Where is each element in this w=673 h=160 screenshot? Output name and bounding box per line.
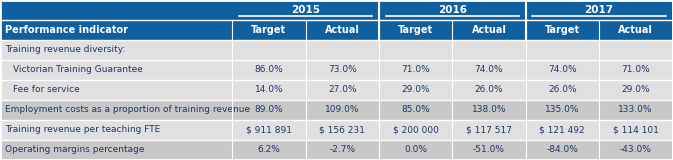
Bar xyxy=(232,40,306,60)
Bar xyxy=(526,100,599,120)
Bar xyxy=(526,60,599,80)
Bar xyxy=(526,140,599,160)
Bar xyxy=(452,20,526,40)
Bar xyxy=(379,140,452,160)
Text: $ 200 000: $ 200 000 xyxy=(392,125,439,135)
Text: Target: Target xyxy=(398,25,433,35)
Bar xyxy=(232,20,306,40)
Text: 14.0%: 14.0% xyxy=(254,85,283,95)
Text: 26.0%: 26.0% xyxy=(548,85,577,95)
Text: 2017: 2017 xyxy=(584,5,614,15)
Text: Performance indicator: Performance indicator xyxy=(5,25,128,35)
Bar xyxy=(306,80,379,100)
Bar xyxy=(599,120,672,140)
Bar xyxy=(526,80,599,100)
Bar xyxy=(0,120,232,140)
Text: Actual: Actual xyxy=(472,25,506,35)
Text: 133.0%: 133.0% xyxy=(618,105,653,115)
Text: Fee for service: Fee for service xyxy=(13,85,80,95)
Text: 74.0%: 74.0% xyxy=(474,65,503,75)
Bar xyxy=(599,80,672,100)
Text: 73.0%: 73.0% xyxy=(328,65,357,75)
Bar xyxy=(599,140,672,160)
Bar xyxy=(232,0,379,20)
Text: 2016: 2016 xyxy=(437,5,467,15)
Text: Operating margins percentage: Operating margins percentage xyxy=(5,145,144,155)
Bar xyxy=(0,60,232,80)
Bar xyxy=(452,100,526,120)
Text: $ 156 231: $ 156 231 xyxy=(319,125,365,135)
Bar xyxy=(526,0,672,20)
Bar xyxy=(526,40,599,60)
Text: 89.0%: 89.0% xyxy=(254,105,283,115)
Text: 74.0%: 74.0% xyxy=(548,65,577,75)
Bar xyxy=(599,100,672,120)
Bar xyxy=(452,120,526,140)
Bar xyxy=(379,0,526,20)
Bar xyxy=(599,60,672,80)
Text: 2015: 2015 xyxy=(291,5,320,15)
Bar xyxy=(306,60,379,80)
Bar xyxy=(232,80,306,100)
Bar xyxy=(0,80,232,100)
Bar xyxy=(232,140,306,160)
Bar xyxy=(452,40,526,60)
Text: -43.0%: -43.0% xyxy=(620,145,651,155)
Bar xyxy=(0,140,232,160)
Text: 26.0%: 26.0% xyxy=(474,85,503,95)
Text: $ 911 891: $ 911 891 xyxy=(246,125,292,135)
Text: -51.0%: -51.0% xyxy=(473,145,505,155)
Bar xyxy=(379,40,452,60)
Bar xyxy=(306,100,379,120)
Text: -84.0%: -84.0% xyxy=(546,145,578,155)
Text: 135.0%: 135.0% xyxy=(545,105,579,115)
Text: 6.2%: 6.2% xyxy=(258,145,280,155)
Bar xyxy=(0,40,232,60)
Text: 27.0%: 27.0% xyxy=(328,85,357,95)
Text: $ 121 492: $ 121 492 xyxy=(540,125,585,135)
Text: $ 117 517: $ 117 517 xyxy=(466,125,512,135)
Bar xyxy=(379,120,452,140)
Text: 29.0%: 29.0% xyxy=(401,85,430,95)
Bar xyxy=(379,80,452,100)
Text: 85.0%: 85.0% xyxy=(401,105,430,115)
Text: 0.0%: 0.0% xyxy=(404,145,427,155)
Bar xyxy=(0,20,232,40)
Text: 71.0%: 71.0% xyxy=(401,65,430,75)
Bar xyxy=(599,40,672,60)
Bar xyxy=(306,120,379,140)
Bar xyxy=(379,20,452,40)
Text: 29.0%: 29.0% xyxy=(621,85,650,95)
Text: 109.0%: 109.0% xyxy=(325,105,359,115)
Bar xyxy=(526,20,599,40)
Bar xyxy=(232,120,306,140)
Text: Target: Target xyxy=(251,25,287,35)
Text: Target: Target xyxy=(544,25,580,35)
Bar xyxy=(306,40,379,60)
Bar xyxy=(526,120,599,140)
Bar xyxy=(452,80,526,100)
Text: Actual: Actual xyxy=(618,25,653,35)
Bar xyxy=(599,20,672,40)
Bar xyxy=(379,60,452,80)
Text: Victorian Training Guarantee: Victorian Training Guarantee xyxy=(13,65,143,75)
Text: Actual: Actual xyxy=(325,25,359,35)
Bar xyxy=(0,0,232,20)
Text: 86.0%: 86.0% xyxy=(254,65,283,75)
Text: Training revenue diversity:: Training revenue diversity: xyxy=(5,45,125,55)
Text: -2.7%: -2.7% xyxy=(329,145,355,155)
Text: Training revenue per teaching FTE: Training revenue per teaching FTE xyxy=(5,125,160,135)
Text: $ 114 101: $ 114 101 xyxy=(612,125,659,135)
Bar xyxy=(232,100,306,120)
Bar xyxy=(306,140,379,160)
Text: 138.0%: 138.0% xyxy=(472,105,506,115)
Bar xyxy=(306,20,379,40)
Bar xyxy=(232,60,306,80)
Bar xyxy=(379,100,452,120)
Bar xyxy=(0,100,232,120)
Bar xyxy=(452,140,526,160)
Bar xyxy=(452,60,526,80)
Text: Employment costs as a proportion of training revenue: Employment costs as a proportion of trai… xyxy=(5,105,250,115)
Text: 71.0%: 71.0% xyxy=(621,65,650,75)
